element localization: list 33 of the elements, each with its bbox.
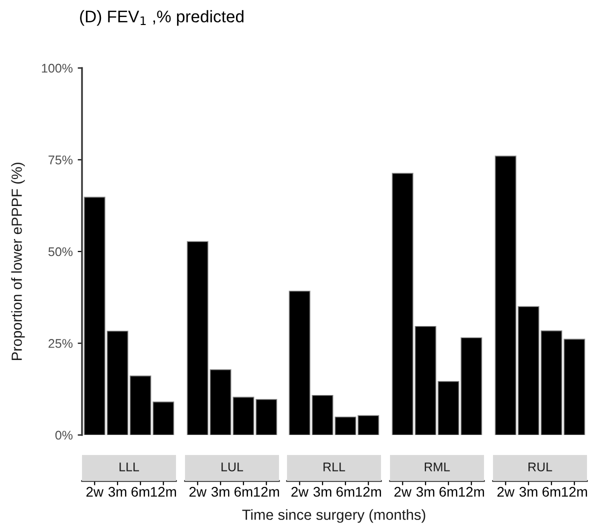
y-tick-label: 100% — [42, 64, 73, 73]
y-tick-label: 50% — [48, 247, 73, 256]
x-axis-title: Time since surgery (months) — [242, 509, 426, 523]
x-tick-label: 2w — [189, 486, 207, 497]
x-tick-label: 2w — [497, 486, 515, 497]
text: LLL — [120, 462, 140, 472]
y-tick-label: 25% — [48, 339, 73, 348]
x-tick-label: 6m — [440, 486, 458, 497]
y-tick-label: 75% — [48, 156, 73, 164]
text: RLL — [324, 462, 346, 472]
y-axis-title: Proportion of lower ePPPF (%) — [11, 162, 25, 360]
x-tick-label: 6m — [234, 486, 252, 497]
x-tick-label: 2w — [291, 486, 309, 497]
chart-title: (D) FEV$_{1}$ ,% predicted — [80, 10, 244, 26]
x-tick-label: 6m — [132, 486, 150, 497]
text: RML — [424, 462, 450, 472]
x-tick-label: 3m — [313, 486, 332, 497]
x-tick-label: 12m — [458, 486, 484, 497]
x-tick-label: 3m — [108, 486, 126, 497]
x-tick-label: 6m — [336, 486, 354, 497]
x-tick-label: 3m — [416, 486, 434, 497]
x-tick-label: 12m — [562, 486, 587, 497]
x-tick-label: 12m — [254, 486, 279, 497]
x-tick-label: 6m — [542, 486, 560, 497]
x-tick-label: 3m — [211, 486, 230, 497]
x-tick-label: 2w — [86, 486, 104, 497]
x-tick-label: 3m — [519, 486, 538, 497]
x-tick-label: 12m — [150, 486, 176, 497]
y-tick-label: 0% — [55, 430, 73, 440]
x-tick-label: 2w — [394, 486, 412, 497]
text: RUL — [528, 462, 552, 472]
text: LUL — [222, 462, 244, 472]
x-tick-label: 12m — [356, 486, 381, 497]
